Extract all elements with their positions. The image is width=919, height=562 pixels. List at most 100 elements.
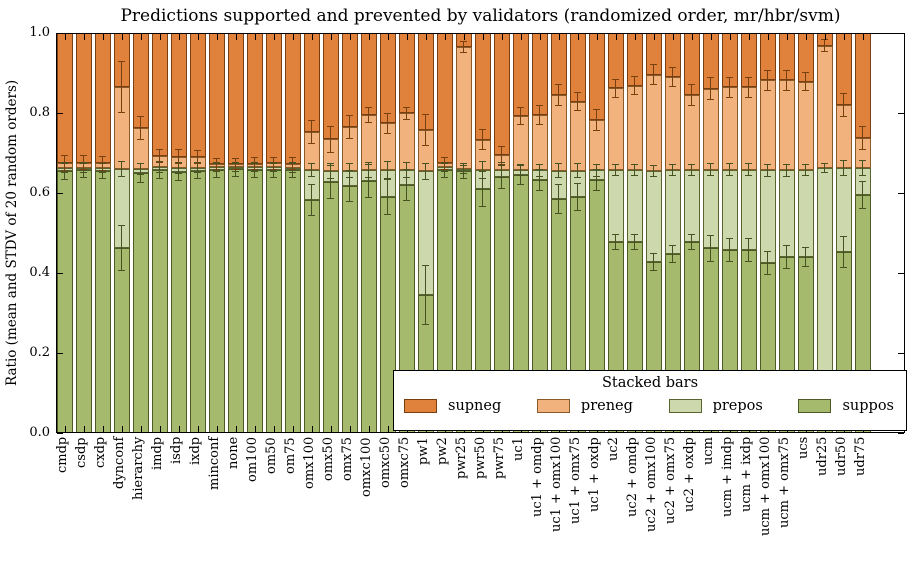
error-bar-cap (99, 156, 106, 158)
error-bar-cap (517, 183, 524, 185)
x-tick-label: minconf (207, 437, 222, 491)
legend-label: supneg (448, 398, 502, 414)
x-tick-label: pwr25 (454, 437, 469, 480)
error-bar-cap (213, 171, 220, 173)
error-bar-cap (745, 77, 752, 78)
bar-segment-supneg (151, 33, 168, 157)
error-bar-line (748, 237, 749, 262)
error-bar-cap (555, 163, 562, 165)
x-tick-top (501, 34, 503, 40)
error-bar-line (786, 163, 787, 177)
bar-segment-suppos (56, 171, 73, 433)
x-tick-label: cxdp (93, 437, 108, 469)
x-tick-label: omxc100 (359, 437, 374, 497)
bar-segment-prepos (778, 170, 795, 257)
error-bar-cap (61, 155, 68, 156)
error-bar-cap (821, 163, 828, 165)
x-tick-top (691, 34, 693, 40)
bar-segment-preneg (455, 47, 472, 170)
x-tick-top (444, 34, 446, 40)
error-bar-line (805, 246, 806, 268)
error-bar-line (710, 77, 711, 100)
error-bar-cap (612, 78, 619, 80)
error-bar-line (691, 233, 692, 250)
x-tick-top (159, 34, 161, 40)
error-bar-line (596, 163, 597, 177)
error-bar-cap (612, 233, 619, 235)
error-bar-cap (726, 96, 733, 98)
error-bar-cap (365, 176, 372, 178)
error-bar-cap (707, 163, 714, 165)
error-bar-cap (460, 40, 467, 42)
error-bar-cap (441, 168, 448, 170)
x-tick-top (311, 34, 313, 40)
y-tick-label: 0.8 (29, 105, 50, 120)
error-bar-cap (346, 163, 353, 165)
error-bar-cap (422, 114, 429, 116)
error-bar-cap (669, 67, 676, 69)
bar-segment-supneg (436, 33, 453, 164)
error-bar-cap (308, 183, 315, 185)
error-bar-cap (479, 178, 486, 179)
error-bar-line (482, 161, 483, 179)
bar-segment-supneg (854, 33, 871, 139)
x-tick-label: hierarchy (131, 437, 146, 501)
error-bar-cap (517, 174, 524, 176)
x-tick-top (482, 34, 484, 40)
error-bar-cap (194, 178, 201, 179)
error-bar-cap (118, 112, 125, 113)
error-bar-cap (555, 213, 562, 215)
error-bar-cap (574, 210, 581, 211)
x-tick-label: pw2 (435, 437, 450, 465)
error-bar-cap (251, 171, 258, 173)
error-bar-cap (688, 248, 695, 250)
error-bar-cap (536, 163, 543, 165)
error-bar-cap (688, 175, 695, 177)
error-bar-cap (574, 183, 581, 184)
x-tick-label: uc1 (511, 437, 526, 461)
legend-entry-supneg: supneg (404, 398, 501, 414)
error-bar-line (463, 164, 464, 175)
error-bar-cap (61, 172, 68, 173)
error-bar-cap (764, 69, 771, 71)
error-bar-cap (346, 138, 353, 139)
x-tick-label: imdp (150, 437, 165, 471)
error-bar-cap (118, 61, 125, 62)
x-tick-label: ucm + omx75 (777, 437, 792, 529)
x-tick-top (824, 34, 826, 40)
x-tick-label: isdp (169, 437, 184, 465)
error-bar-cap (536, 105, 543, 107)
y-tick-left (57, 33, 63, 34)
error-bar-cap (859, 126, 866, 128)
y-tick-left (57, 113, 63, 114)
error-bar-line (805, 163, 806, 176)
error-bar-cap (384, 161, 391, 163)
x-tick-label: om75 (283, 437, 298, 474)
error-bar-line (691, 164, 692, 177)
x-tick-label: ucm (701, 437, 716, 465)
x-tick-top (748, 34, 750, 40)
error-bar-cap (384, 178, 391, 179)
bar-segment-preneg (740, 87, 757, 170)
x-tick-label: om100 (245, 437, 260, 482)
error-bar-line (463, 40, 464, 54)
error-bar-cap (612, 248, 619, 250)
error-bar-cap (308, 119, 315, 121)
error-bar-cap (80, 177, 87, 179)
x-tick-label: dynconf (112, 437, 127, 490)
error-bar-cap (308, 142, 315, 144)
bar-segment-suppos (227, 169, 244, 433)
error-bar-line (121, 225, 122, 272)
x-tick-bottom (83, 426, 85, 432)
error-bar-line (159, 149, 160, 164)
error-bar-cap (783, 89, 790, 91)
error-bar-cap (137, 182, 144, 183)
x-tick-label: ucs (796, 437, 811, 460)
error-bar-cap (308, 163, 315, 164)
bar-segment-supneg (512, 33, 529, 117)
error-bar-cap (346, 176, 353, 178)
x-tick-bottom (330, 426, 332, 432)
error-bar-cap (403, 177, 410, 179)
error-bar-line (444, 157, 445, 170)
error-bar-cap (707, 234, 714, 236)
